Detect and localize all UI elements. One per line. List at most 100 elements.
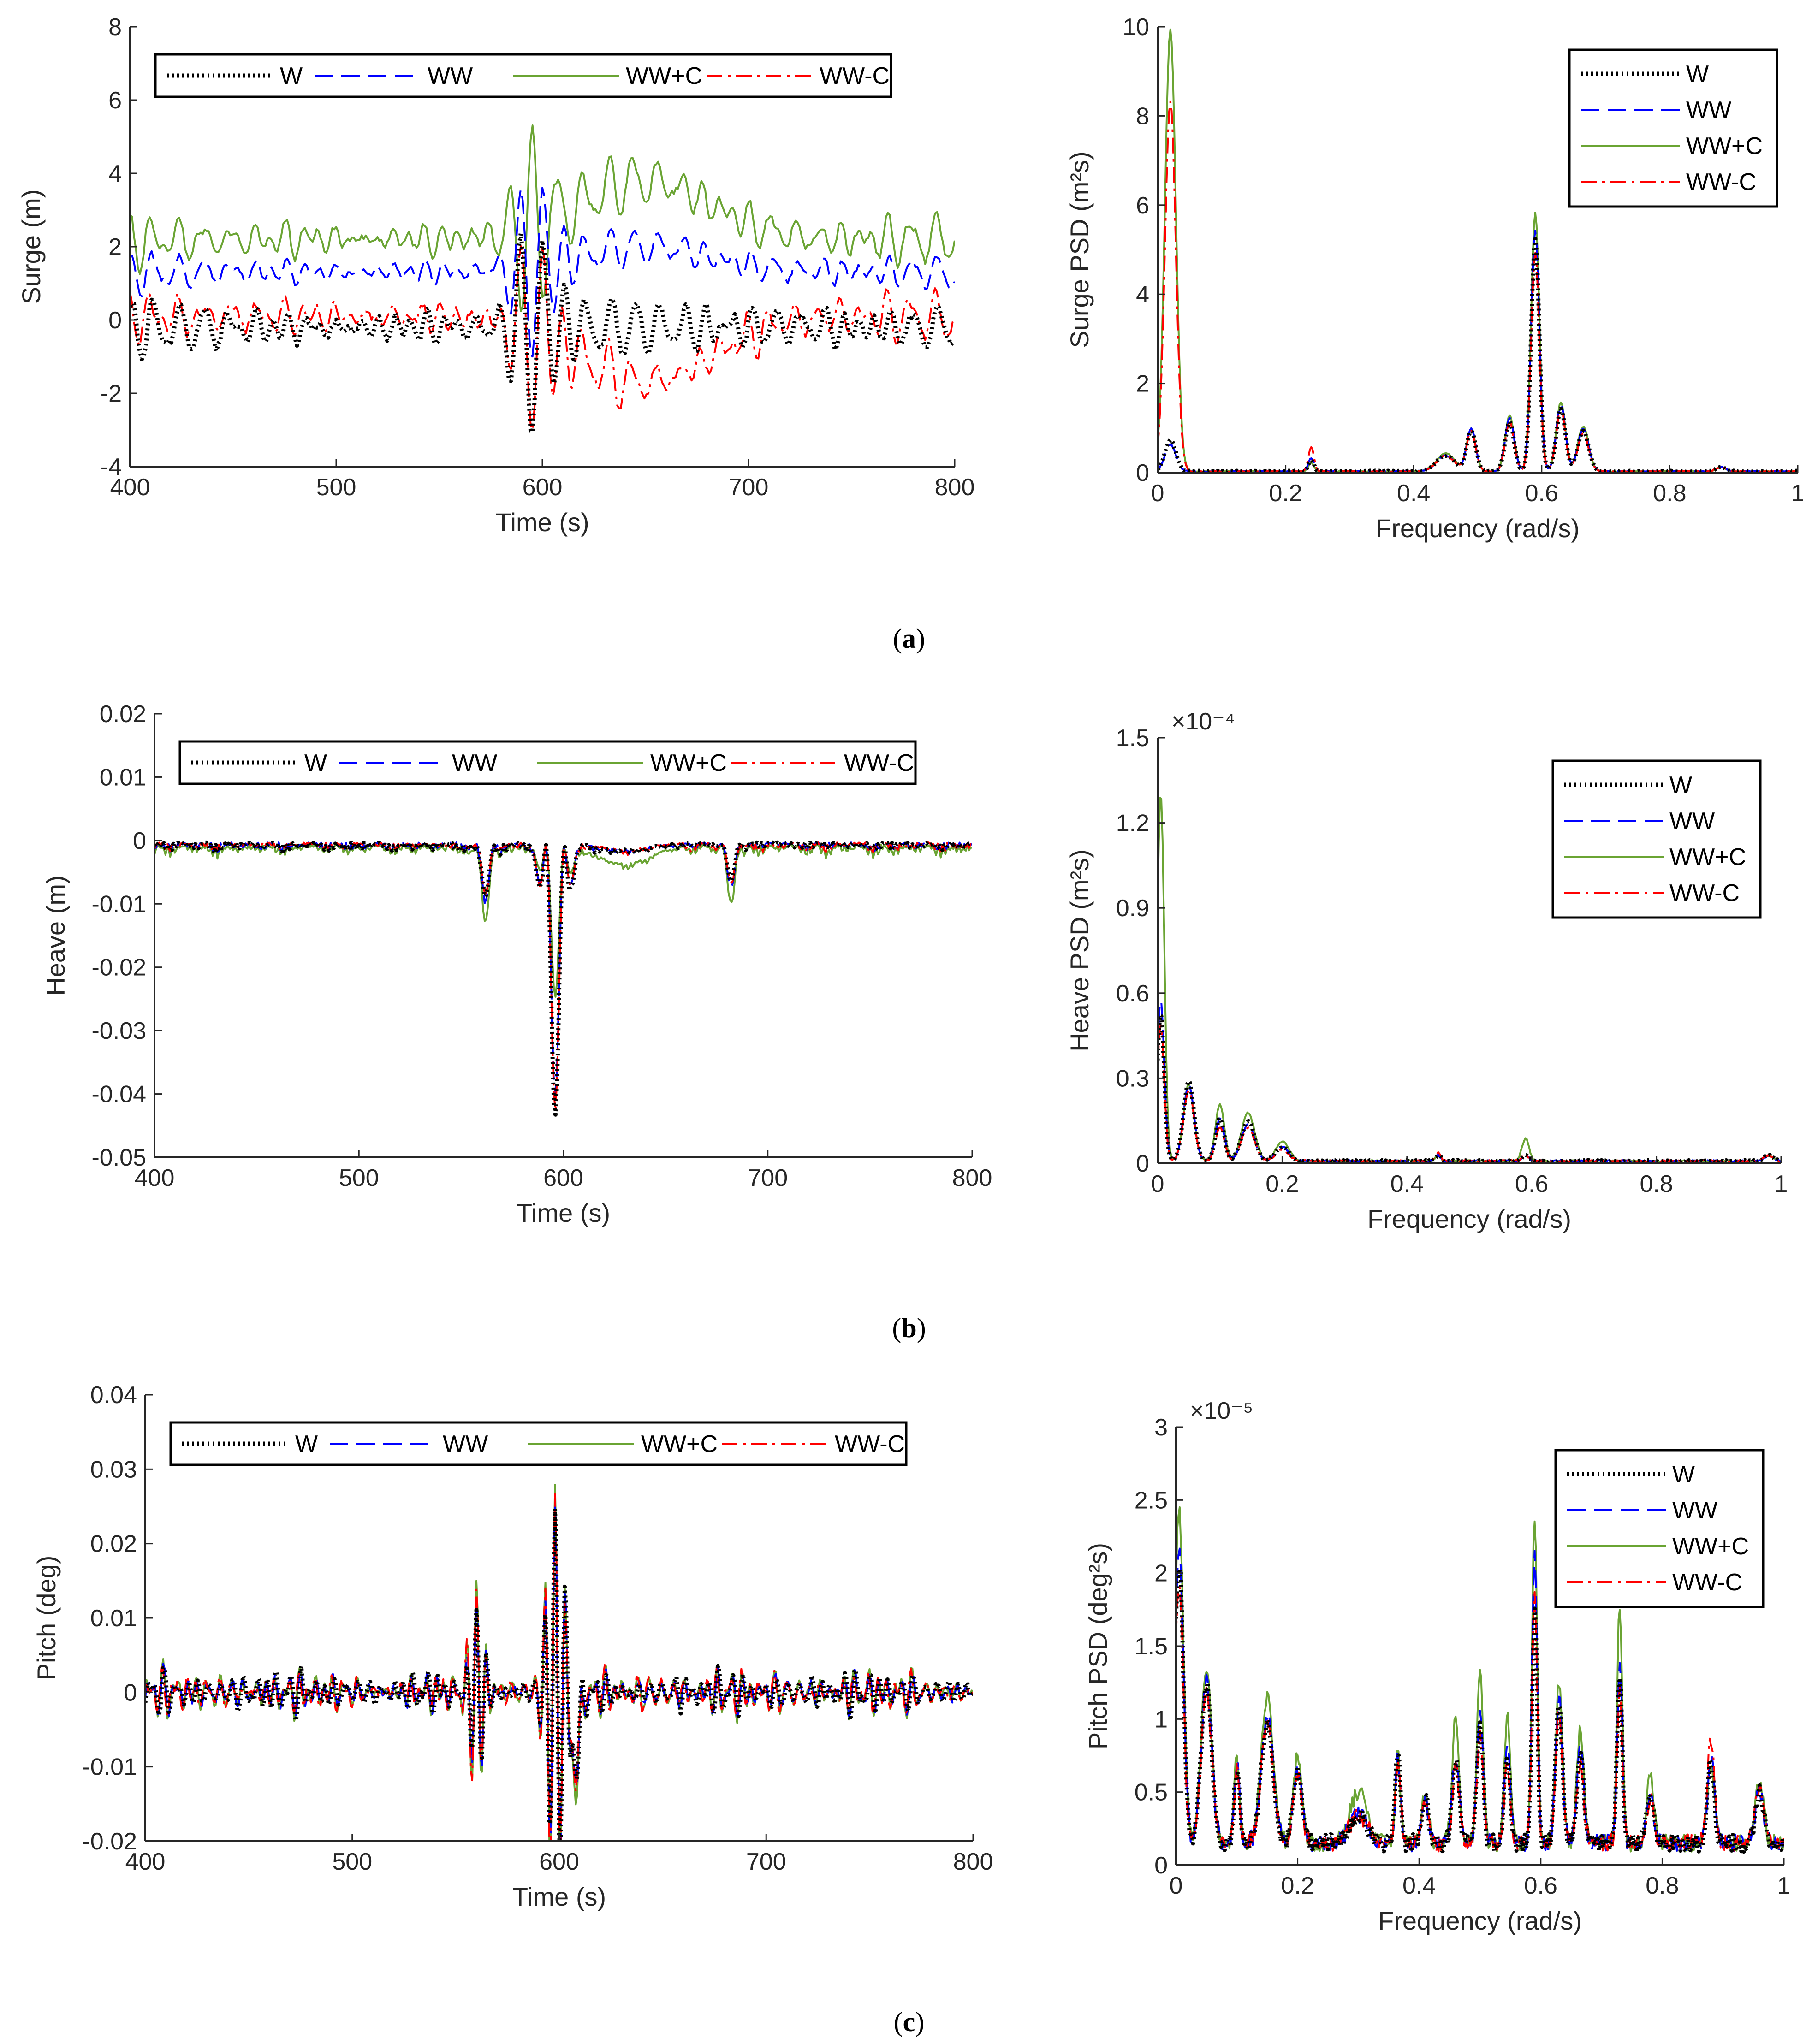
x-tick-label-surge_psd-3: 0.6 bbox=[1525, 480, 1558, 507]
legend-label-pitch_time-1: WW bbox=[443, 1431, 488, 1457]
y-tick-label-pitch_time-2: 0 bbox=[124, 1679, 137, 1706]
x-axis-label-surge_psd: Frequency (rad/s) bbox=[1376, 514, 1580, 543]
x-axis-label-pitch_time: Time (s) bbox=[512, 1882, 606, 1911]
y-tick-label-surge_time-6: 8 bbox=[108, 14, 122, 41]
y-tick-label-surge_time-2: 0 bbox=[108, 307, 122, 334]
x-tick-label-heave_time-3: 700 bbox=[748, 1165, 788, 1191]
series-line-ww-surge_time bbox=[130, 187, 955, 358]
y-tick-label-heave_time-2: -0.03 bbox=[91, 1018, 146, 1044]
y-tick-label-surge_psd-3: 6 bbox=[1136, 192, 1149, 219]
legend-label-heave_psd-2: WW+C bbox=[1669, 844, 1746, 871]
series-group-pitch_psd bbox=[1176, 1506, 1784, 1854]
y-tick-label-surge_time-5: 6 bbox=[108, 87, 122, 114]
panel-pitch_psd: 0 0.2 0.4 0.6 0.8 1 0 0.5 1 1.5 2 2.5 3 ×10⁻⁵ Frequenc… bbox=[1083, 1398, 1790, 1935]
legend-label-heave_time-1: WW bbox=[452, 750, 497, 776]
x-tick-label-heave_time-1: 500 bbox=[339, 1165, 379, 1191]
y-tick-label-surge_psd-2: 4 bbox=[1136, 281, 1149, 308]
y-tick-label-pitch_time-4: 0.02 bbox=[90, 1531, 137, 1558]
caption-c: (c) bbox=[894, 2007, 925, 2037]
y-tick-label-pitch_psd-5: 2.5 bbox=[1135, 1487, 1168, 1514]
series-line-w-surge_psd bbox=[1158, 237, 1798, 473]
y-axis-label-heave_psd: Heave PSD (m²s) bbox=[1065, 849, 1094, 1052]
y-tick-label-heave_time-4: -0.01 bbox=[91, 891, 146, 918]
x-tick-label-surge_psd-0: 0 bbox=[1151, 480, 1164, 507]
legend-label-heave_psd-3: WW-C bbox=[1669, 880, 1740, 906]
caption-c-letter: c bbox=[903, 2007, 915, 2037]
x-tick-label-pitch_psd-1: 0.2 bbox=[1281, 1872, 1314, 1899]
series-line-wwminusc-surge_time bbox=[130, 245, 955, 431]
panel-surge_time: 400 500 600 700 800 -4 -2 0 2 4 6 8 Time (s) Surge (m… bbox=[17, 14, 974, 537]
caption-b-letter: b bbox=[901, 1313, 916, 1343]
x-tick-label-surge_psd-5: 1 bbox=[1791, 480, 1805, 507]
y-tick-label-heave_time-3: -0.02 bbox=[91, 954, 146, 981]
x-tick-label-pitch_time-3: 700 bbox=[746, 1848, 786, 1875]
legend-label-surge_psd-0: W bbox=[1686, 61, 1709, 88]
x-tick-label-pitch_psd-3: 0.6 bbox=[1524, 1872, 1557, 1899]
y-tick-label-surge_time-3: 2 bbox=[108, 234, 122, 261]
series-line-w-pitch_psd bbox=[1176, 1567, 1784, 1854]
captions: (a) (b) (c) bbox=[892, 623, 926, 2037]
caption-a: (a) bbox=[893, 623, 925, 654]
legend-label-pitch_psd-0: W bbox=[1672, 1461, 1695, 1488]
panel-heave_psd: 0 0.2 0.4 0.6 0.8 1 0 0.3 0.6 0.9 1.2 1.5 ×10⁻⁴ Frequ… bbox=[1065, 708, 1788, 1233]
y-tick-label-pitch_time-3: 0.01 bbox=[90, 1605, 137, 1632]
x-tick-label-heave_psd-2: 0.4 bbox=[1390, 1171, 1424, 1197]
x-tick-label-surge_psd-4: 0.8 bbox=[1653, 480, 1686, 507]
y-tick-label-heave_psd-3: 0.9 bbox=[1116, 895, 1149, 922]
y-tick-label-heave_time-1: -0.04 bbox=[91, 1081, 146, 1108]
x-tick-label-surge_time-4: 800 bbox=[935, 474, 975, 501]
y-tick-label-surge_psd-5: 10 bbox=[1123, 14, 1149, 41]
y-axis-label-pitch_time: Pitch (deg) bbox=[32, 1556, 61, 1681]
y-tick-label-surge_psd-4: 8 bbox=[1136, 103, 1149, 130]
x-tick-label-pitch_time-2: 600 bbox=[539, 1848, 579, 1875]
series-group-surge_time bbox=[130, 124, 955, 434]
y-tick-label-pitch_psd-2: 1 bbox=[1154, 1706, 1168, 1733]
caption-a-letter: a bbox=[902, 623, 916, 654]
series-line-wwplusc-surge_time bbox=[130, 124, 955, 312]
x-tick-label-heave_psd-3: 0.6 bbox=[1515, 1171, 1548, 1197]
y-tick-label-heave_time-5: 0 bbox=[133, 828, 146, 854]
x-tick-label-heave_time-2: 600 bbox=[543, 1165, 583, 1191]
x-tick-label-surge_time-2: 600 bbox=[523, 474, 563, 501]
x-tick-label-heave_time-4: 800 bbox=[952, 1165, 992, 1191]
legend-surge_time: W WW WW+C WW-C bbox=[154, 53, 892, 98]
y-tick-label-pitch_time-5: 0.03 bbox=[90, 1456, 137, 1483]
legend-label-surge_psd-3: WW-C bbox=[1686, 169, 1756, 196]
y-tick-label-surge_time-4: 4 bbox=[108, 160, 122, 187]
y-tick-label-heave_time-0: -0.05 bbox=[91, 1144, 146, 1171]
y-tick-label-heave_psd-4: 1.2 bbox=[1116, 810, 1149, 837]
y-tick-label-pitch_psd-6: 3 bbox=[1154, 1414, 1168, 1441]
y-tick-label-surge_time-0: -4 bbox=[101, 454, 122, 480]
x-axis-label-heave_time: Time (s) bbox=[517, 1198, 610, 1227]
legend-heave_time: W WW WW+C WW-C bbox=[178, 740, 917, 785]
x-axis-label-surge_time: Time (s) bbox=[495, 508, 589, 537]
legend-label-heave_time-3: WW-C bbox=[844, 750, 914, 776]
series-group-surge_psd bbox=[1158, 28, 1798, 473]
y-tick-label-pitch_time-6: 0.04 bbox=[90, 1382, 137, 1409]
y-tick-label-pitch_time-0: -0.02 bbox=[82, 1828, 137, 1855]
x-tick-label-surge_time-0: 400 bbox=[110, 474, 150, 501]
x-tick-label-pitch_time-1: 500 bbox=[332, 1848, 372, 1875]
y-tick-label-surge_psd-0: 0 bbox=[1136, 460, 1149, 486]
legend-label-heave_time-0: W bbox=[304, 750, 327, 776]
legend-label-surge_psd-2: WW+C bbox=[1686, 133, 1763, 160]
x-tick-label-heave_psd-4: 0.8 bbox=[1640, 1171, 1673, 1197]
legend-box-pitch_psd bbox=[1554, 1449, 1765, 1608]
axis-multiplier-pitch_psd: ×10⁻⁵ bbox=[1190, 1398, 1253, 1424]
legend-label-surge_time-1: WW bbox=[428, 63, 473, 89]
y-axis-label-surge_time: Surge (m) bbox=[17, 190, 46, 304]
axis-multiplier-heave_psd: ×10⁻⁴ bbox=[1171, 708, 1235, 735]
legend-box-surge_psd bbox=[1568, 48, 1778, 208]
legend-label-heave_psd-0: W bbox=[1669, 772, 1692, 799]
legend-label-surge_time-0: W bbox=[280, 63, 303, 89]
legend-label-pitch_psd-1: WW bbox=[1672, 1497, 1717, 1524]
y-tick-label-pitch_psd-1: 0.5 bbox=[1135, 1779, 1168, 1806]
legend-box-heave_psd bbox=[1551, 759, 1762, 919]
legend-label-pitch_psd-2: WW+C bbox=[1672, 1533, 1749, 1560]
